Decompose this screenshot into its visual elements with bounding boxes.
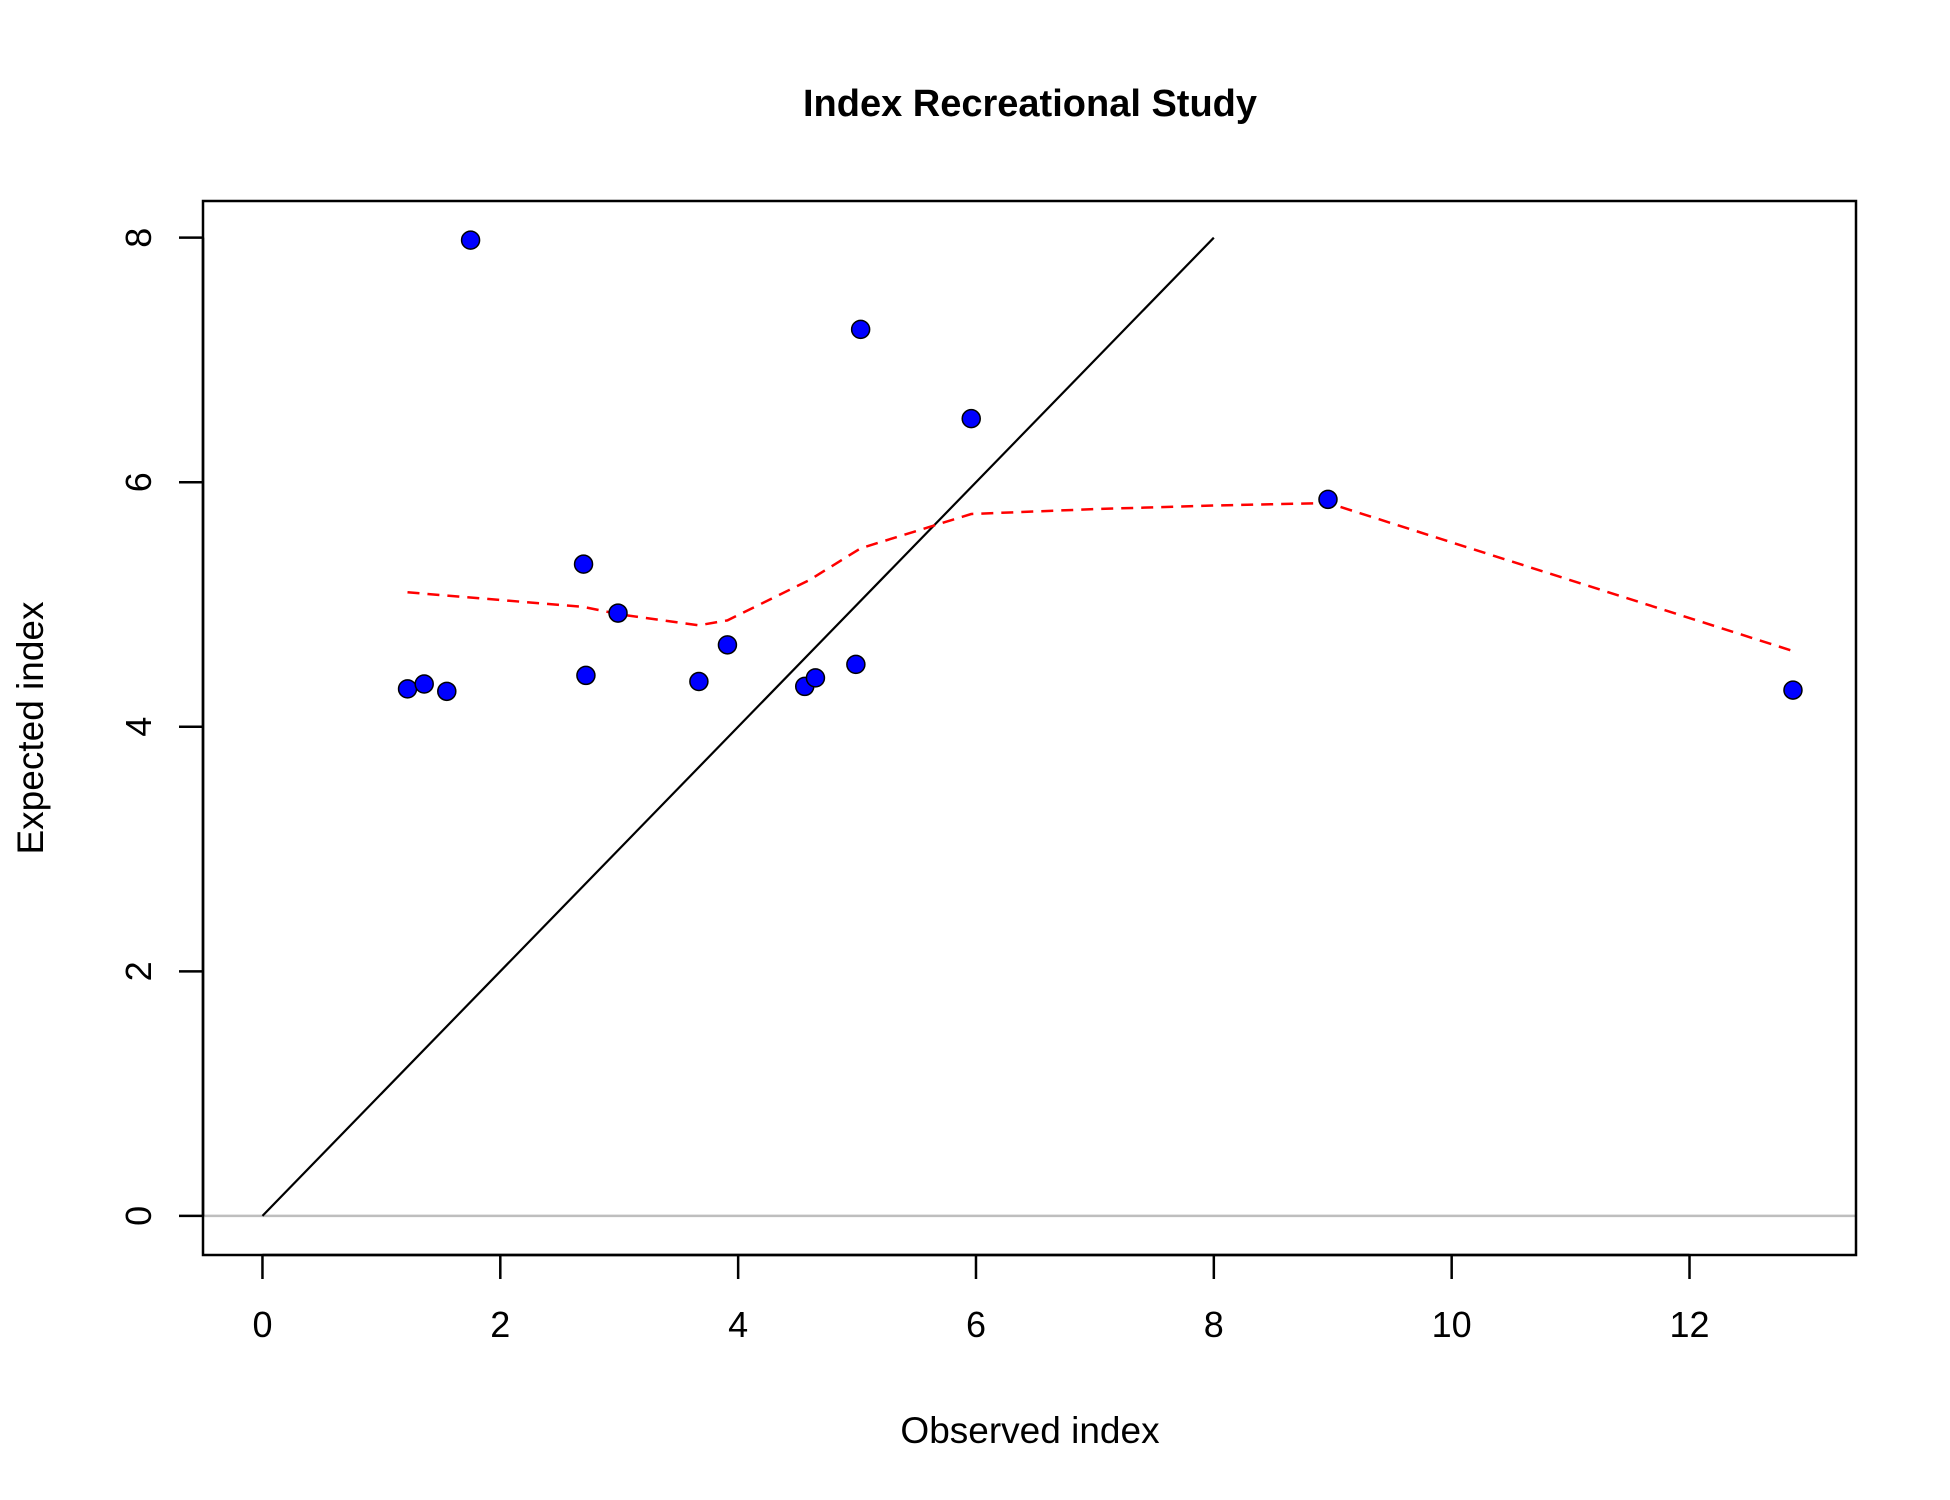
y-axis: 0 2 4 6 8 xyxy=(118,228,205,1226)
x-axis-label: Observed index xyxy=(900,1410,1160,1451)
x-tick-label-2: 2 xyxy=(490,1304,510,1345)
data-point-16 xyxy=(1783,680,1803,700)
x-tick-label-8: 8 xyxy=(1204,1304,1224,1345)
data-point-8 xyxy=(689,671,709,692)
data-point-6 xyxy=(576,665,596,686)
data-point-13 xyxy=(850,319,871,340)
plot-area xyxy=(203,230,1856,1218)
data-point-5 xyxy=(573,554,594,574)
data-point-14 xyxy=(961,408,981,429)
chart-title: Index Recreational Study xyxy=(803,83,1257,125)
y-tick-label-0: 0 xyxy=(118,1206,159,1226)
data-point-4 xyxy=(460,230,481,250)
y-tick-label-8: 8 xyxy=(118,228,159,248)
x-tick-label-4: 4 xyxy=(728,1304,748,1345)
data-point-3 xyxy=(437,681,457,702)
x-tick-label-12: 12 xyxy=(1669,1304,1709,1345)
x-tick-label-6: 6 xyxy=(966,1304,986,1345)
data-point-7 xyxy=(608,603,628,623)
data-point-1 xyxy=(397,679,418,699)
x-axis: 0 2 4 6 8 10 12 xyxy=(252,1253,1710,1345)
data-point-15 xyxy=(1318,489,1338,510)
x-tick-label-10: 10 xyxy=(1432,1304,1472,1345)
y-tick-label-6: 6 xyxy=(118,472,159,492)
data-point-9 xyxy=(717,635,738,655)
data-point-2 xyxy=(414,674,434,694)
x-tick-label-0: 0 xyxy=(252,1304,272,1345)
data-point-12 xyxy=(846,654,866,675)
y-axis-label: Expected index xyxy=(10,601,51,855)
identity-line xyxy=(261,236,1215,1217)
y-tick-label-4: 4 xyxy=(118,717,159,737)
y-tick-label-2: 2 xyxy=(118,961,159,981)
data-point-11 xyxy=(805,668,826,688)
